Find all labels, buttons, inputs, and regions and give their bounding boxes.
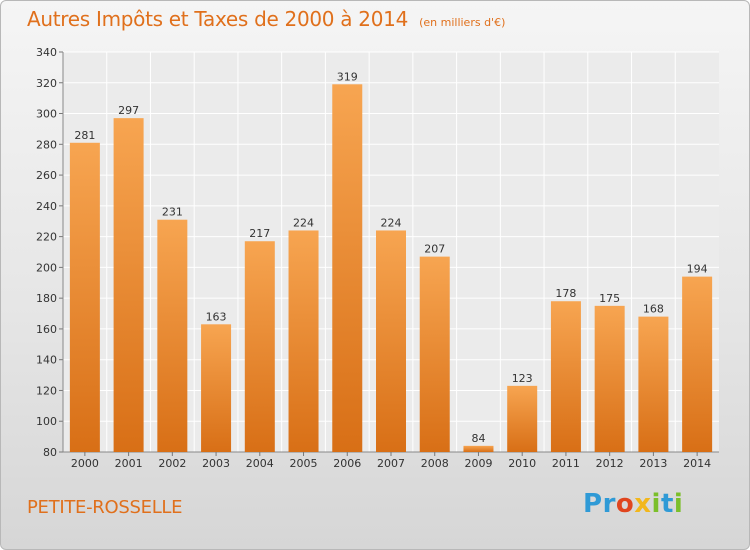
bar-2012: [594, 305, 625, 452]
x-tick-label: 2012: [596, 457, 624, 470]
x-tick-label: 2007: [377, 457, 405, 470]
y-tick-label: 240: [36, 200, 57, 213]
bar-2005: [288, 230, 319, 452]
bar-2014: [682, 276, 713, 452]
bar-value-label: 123: [512, 372, 533, 385]
x-tick-label: 2000: [71, 457, 99, 470]
bar-2002: [157, 219, 188, 452]
y-tick-label: 140: [36, 354, 57, 367]
bar-value-label: 168: [643, 303, 664, 316]
x-tick-label: 2006: [333, 457, 361, 470]
bar-2013: [638, 316, 669, 452]
bar-2007: [376, 230, 406, 452]
bar-value-label: 297: [118, 104, 139, 117]
bar-value-label: 281: [74, 129, 95, 142]
chart-title: Autres Impôts et Taxes de 2000 à 2014: [27, 7, 408, 31]
bar-2003: [201, 324, 232, 452]
y-tick-label: 320: [36, 77, 57, 90]
y-tick-label: 100: [36, 415, 57, 428]
y-tick-label: 180: [36, 292, 57, 305]
y-tick-label: 300: [36, 108, 57, 121]
axis-layer: 80 100 120 140 160 180 200 220 240 260 280 300 320 34…: [36, 46, 719, 470]
x-tick-label: 2008: [421, 457, 449, 470]
x-tick-label: 2001: [115, 457, 143, 470]
bar-value-label: 194: [687, 263, 708, 276]
bar-2001: [113, 118, 144, 453]
bar-2009: [463, 445, 494, 452]
y-tick-label: 160: [36, 323, 57, 336]
bar-value-label: 178: [555, 287, 576, 300]
bar-2008: [419, 256, 450, 452]
x-tick-label: 2010: [508, 457, 536, 470]
bars-layer: [69, 84, 713, 453]
x-tick-label: 2011: [552, 457, 580, 470]
bar-2011: [550, 301, 581, 452]
y-tick-label: 340: [36, 46, 57, 59]
x-tick-label: 2009: [464, 457, 492, 470]
bar-value-label: 207: [424, 243, 445, 256]
chart-header: Autres Impôts et Taxes de 2000 à 2014 (e…: [27, 7, 505, 31]
x-tick-label: 2013: [639, 457, 667, 470]
bar-value-label: 217: [249, 227, 270, 240]
chart-subtitle: (en milliers d'€): [419, 16, 506, 29]
bar-value-label: 319: [337, 70, 358, 83]
bar-value-label: 224: [381, 216, 402, 229]
town-name: PETITE-ROSSELLE: [27, 497, 183, 518]
bar-value-label: 231: [162, 206, 183, 219]
bar-value-label: 224: [293, 216, 314, 229]
y-tick-label: 260: [36, 169, 57, 182]
x-tick-label: 2003: [202, 457, 230, 470]
x-tick-label: 2002: [158, 457, 186, 470]
bar-value-label: 175: [599, 292, 620, 305]
y-tick-label: 280: [36, 138, 57, 151]
x-tick-label: 2014: [683, 457, 711, 470]
bar-2006: [332, 84, 363, 453]
x-tick-label: 2004: [246, 457, 274, 470]
bar-2000: [69, 142, 100, 452]
bar-2004: [244, 241, 275, 452]
y-tick-label: 200: [36, 261, 57, 274]
x-tick-label: 2005: [290, 457, 318, 470]
labels-layer: 281 297 231 163 217 224 319 224 207 84 123 178 175 16…: [74, 70, 707, 445]
proxiti-logo: Proxiti: [583, 489, 684, 519]
bar-value-label: 163: [206, 310, 227, 323]
y-tick-label: 220: [36, 231, 57, 244]
y-tick-label: 80: [43, 446, 57, 459]
y-tick-label: 120: [36, 384, 57, 397]
bar-value-label: 84: [471, 432, 485, 445]
bar-2010: [507, 385, 538, 452]
